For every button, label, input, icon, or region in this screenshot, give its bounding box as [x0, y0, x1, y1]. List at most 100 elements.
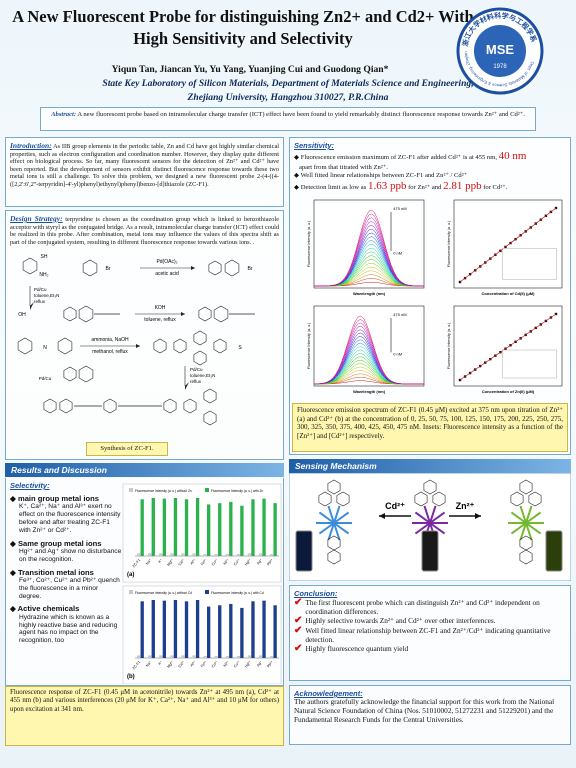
item-text: Fe³⁺, Co²⁺, Cu²⁺ and Pb²⁺ quench the flu… — [19, 576, 120, 600]
arrow-head — [136, 344, 140, 349]
item-text: Hg²⁺ and Ag⁺ show no disturbance on the … — [19, 547, 122, 563]
x-tick-label: Al³⁺ — [190, 660, 197, 667]
results-body: Selectivity: ◆ main group metal ions K⁺, … — [5, 478, 284, 686]
scheme-text: methanol, reflux — [92, 349, 128, 355]
chart-frame — [122, 483, 282, 583]
scheme-text: SH — [41, 254, 48, 260]
x-tick-label: Pb²⁺ — [266, 660, 274, 668]
design-text: terpyridine is chosen as the coordinatio… — [10, 216, 279, 246]
logo: 浙江大学材料科学与工程学系 Dept. of Materials Science… — [455, 6, 544, 95]
ack-label: Acknowledgement: — [294, 689, 363, 698]
ring — [43, 398, 57, 414]
zero-conc: 0 nM — [393, 352, 402, 357]
ring — [414, 491, 428, 507]
glow-ray — [414, 511, 431, 524]
conclusion-text: The first fluorescent probe which can di… — [305, 598, 540, 617]
bullet: ◆ Fluorescence emission maximum of ZC-F1… — [294, 150, 527, 171]
selectivity-item: ◆ Active chemicals Hydrazine which is kno… — [10, 604, 122, 645]
panel-label: (a) — [127, 572, 134, 578]
sensitivity-label: Sensitivity: — [294, 141, 335, 150]
ring — [173, 338, 187, 354]
bar — [273, 503, 277, 556]
chart-frame — [122, 585, 282, 684]
synthesis-caption: Synthesis of ZC-F1. — [86, 442, 168, 457]
ring — [213, 338, 227, 354]
bar — [192, 553, 196, 556]
fit-line — [459, 313, 557, 381]
scheme-text: KOH — [155, 305, 166, 311]
arrow-head — [191, 266, 195, 271]
ring — [318, 491, 332, 507]
spectrum-curve — [313, 315, 424, 385]
title: A New Fluorescent Probe for distinguishi… — [12, 7, 474, 49]
item-title-text: main group metal ions — [17, 494, 99, 503]
item-title-text: Same group metal ions — [17, 538, 102, 548]
legend-swatch — [129, 488, 133, 492]
highlight: 2.81 ppb — [443, 180, 482, 193]
ring — [327, 479, 341, 495]
conclusion-text: Well fitted linear relationship between … — [305, 626, 551, 645]
ring — [203, 388, 217, 404]
y-axis-label: Fluorescence Intensity (a. u.) — [307, 323, 311, 369]
bar — [148, 655, 152, 658]
mechanism-figure: Cd²⁺ Zn²⁺ — [289, 473, 571, 581]
glow-ray — [525, 522, 533, 541]
ring — [63, 306, 77, 322]
sensitivity-bullets: ◆ Fluorescence emission maximum of ZC-F1… — [294, 150, 566, 194]
x-tick-label: Ca²⁺ — [178, 660, 186, 669]
conclusion-label: Conclusion: — [294, 589, 338, 598]
inset-table — [502, 349, 557, 379]
bar — [170, 553, 174, 556]
scheme-text: N — [43, 345, 47, 351]
scheme-text: OH — [18, 312, 26, 318]
item-text: K⁺, Ca²⁺, Na⁺ and Al³⁺ exert no effect o… — [19, 503, 121, 534]
legend-label: Fluorescence Intensity (a. u.) without C… — [135, 591, 192, 595]
x-axis-label: Wavelength (nm) — [353, 389, 386, 394]
results-header: Results and Discussion — [5, 463, 284, 477]
ring — [208, 260, 222, 276]
x-tick-label: Mg²⁺ — [166, 660, 174, 669]
bar — [236, 656, 241, 658]
top-conc: 475 nM — [393, 312, 406, 317]
x-tick-label: K⁺ — [158, 660, 164, 666]
x-axis-label: Concentration of Zn(II) (μM) — [482, 389, 535, 394]
scheme-text: Pd/Cu — [34, 287, 47, 292]
zero-conc: 0 nM — [393, 251, 402, 256]
conclusion-text: Highly selective towards Zn²⁺ and Cd²⁺ o… — [305, 616, 496, 626]
scheme-text: S — [238, 345, 242, 351]
check-mark: ✔ — [294, 625, 303, 637]
conclusion: Conclusion: ✔ The first fluorescent probe… — [289, 585, 571, 681]
x-tick-label: Hg²⁺ — [244, 660, 252, 669]
bar — [269, 656, 274, 658]
bullet-glyph: ◆ — [10, 604, 18, 614]
selectivity-item: ◆ Transition metal ions Fe³⁺, Co²⁺, Cu²⁺ … — [10, 568, 122, 601]
sensitivity: Sensitivity: ◆ Fluorescence emission max… — [289, 137, 571, 455]
arrow-head — [185, 382, 189, 391]
bullet-text: apart from that titrated with Zn²⁺. — [298, 163, 388, 171]
ring — [78, 365, 94, 383]
scheme-text: Pd(OAc)₂ — [156, 259, 177, 265]
glow-ray — [327, 522, 335, 541]
scheme-text: Pd/Cu — [190, 367, 203, 372]
legend-swatch — [129, 590, 133, 594]
item-title: ◆ Active chemicals — [10, 604, 122, 613]
ack-text: The authors gratefully acknowledge the f… — [294, 697, 555, 724]
vial — [295, 530, 313, 572]
bar — [258, 655, 263, 658]
item-title: ◆ Same group metal ions — [10, 539, 122, 548]
bullet-glyph: ◆ — [10, 538, 18, 548]
bar — [225, 554, 229, 556]
x-tick-label: Fe³⁺ — [200, 660, 208, 668]
y-axis-label: Fluorescence Intensity (a. u.) — [307, 221, 311, 267]
bar — [269, 554, 274, 556]
bar — [214, 656, 218, 658]
molecule-group — [295, 479, 563, 572]
x-tick-label: Na⁺ — [145, 660, 152, 668]
affiliation: State Key Laboratory of Silicon Material… — [102, 78, 474, 89]
bar — [218, 605, 222, 658]
legend-label: Fluorescence Intensity (a. u.) with Zn — [211, 489, 263, 493]
glow-ray — [525, 511, 542, 524]
bullet-text: for Zn²⁺ and — [408, 184, 442, 192]
spectra-figures: Fluorescence Intensity (a. u.) Wavelength… — [307, 199, 563, 394]
